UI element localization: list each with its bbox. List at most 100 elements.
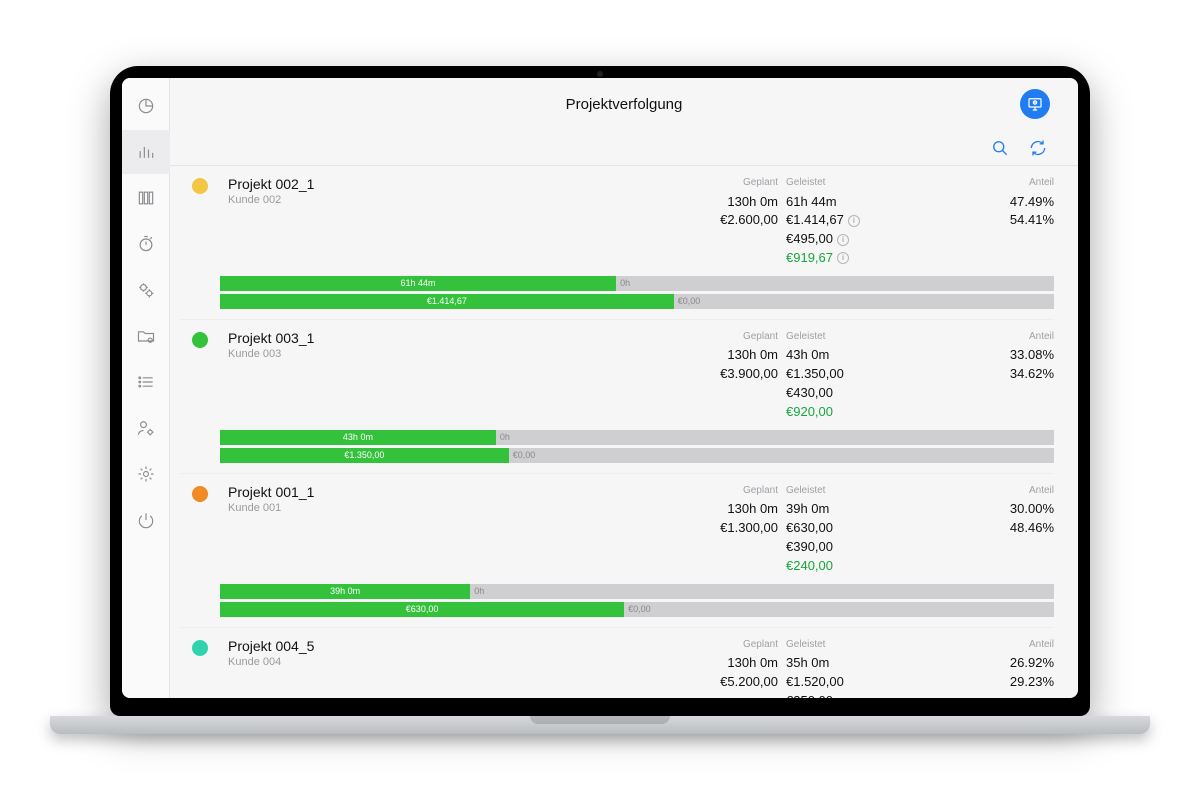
planned-amount: €3.900,00 [658,365,778,384]
pie-icon [136,96,156,116]
nav-overview[interactable] [122,84,170,128]
project-name: Projekt 001_1 [228,484,650,500]
done-label: Geleistet [786,330,946,345]
project-row: Projekt 002_1Kunde 002Geplant130h 0m€2.6… [180,176,1054,268]
share-col: Anteil 47.49%54.41% [954,176,1054,230]
planned-time: 130h 0m [658,193,778,212]
nav-timer[interactable] [122,222,170,266]
share-time: 26.92% [954,654,1054,673]
share-col: Anteil26.92%29.23% [954,638,1054,692]
planned-col: Geplant130h 0m€3.900,00 [658,330,778,384]
refresh-button[interactable] [1026,136,1050,160]
done-time: 43h 0m [786,346,946,365]
name-col: Projekt 002_1 Kunde 002 [228,176,650,206]
done-col: Geleistet61h 44m€1.414,67i€495,00i€919,6… [786,176,946,268]
nav-folders[interactable] [122,314,170,358]
nav-users[interactable] [122,406,170,450]
planned-col: Geplant130h 0m€1.300,00 [658,484,778,538]
laptop-base [50,716,1150,734]
project-name: Projekt 002_1 [228,176,650,192]
project-row: Projekt 001_1 Kunde 001 Geplant130h 0m€1.3… [180,484,1054,576]
progress-bar-time: 61h 44m0h [220,276,1054,291]
done-amount-line: €1.520,00 [786,673,946,692]
done-amount-line: €430,00 [786,384,946,403]
info-icon[interactable]: i [837,234,849,246]
nav-reports[interactable] [122,130,170,174]
name-col: Projekt 003_1 Kunde 003 [228,330,650,360]
progress-bars: 39h 0m0h€630,00€0,00 [180,576,1054,627]
share-label: Anteil [954,484,1054,499]
share-time: 47.49% [954,193,1054,212]
status-dot-col [180,638,220,656]
nav-archive[interactable] [122,176,170,220]
client-name: Kunde 001 [228,502,650,514]
name-col: Projekt 001_1 Kunde 001 [228,484,650,514]
progress-rest-label: 0h [496,430,510,445]
project-item[interactable]: Projekt 004_5Kunde 004 Geplant130h 0m€5.2… [180,628,1054,698]
nav-automation[interactable] [122,268,170,312]
progress-rest-label: €0,00 [509,448,536,463]
share-amount: 48.46% [954,519,1054,538]
info-icon[interactable]: i [837,252,849,264]
planned-label: Geplant [658,176,778,191]
bars-icon [136,142,156,162]
screen-bezel: Projektverfolgung [110,66,1090,716]
done-time: 35h 0m [786,654,946,673]
gear-icon [136,464,156,484]
progress-rest-label: 0h [470,584,484,599]
share-amount: 29.23% [954,673,1054,692]
app-screen: Projektverfolgung [122,78,1078,698]
share-col: Anteil33.08%34.62% [954,330,1054,384]
project-item[interactable]: Projekt 003_1 Kunde 003 Geplant130h 0m€3.9… [180,320,1054,474]
planned-label: Geplant [658,330,778,345]
nav-list[interactable] [122,360,170,404]
share-label: Anteil [954,638,1054,653]
done-label: Geleistet [786,484,946,499]
done-time: 61h 44m [786,193,946,212]
progress-bars: 43h 0m0h€1.350,00€0,00 [180,422,1054,473]
books-icon [136,188,156,208]
client-name: Kunde 004 [228,656,650,668]
progress-rest-label: €0,00 [674,294,701,309]
done-col: Geleistet43h 0m€1.350,00€430,00€920,00 [786,330,946,422]
client-name: Kunde 002 [228,194,650,206]
display-mode-button[interactable] [1020,89,1050,119]
search-button[interactable] [988,136,1012,160]
share-time: 33.08% [954,346,1054,365]
progress-fill: €1.350,00 [220,448,509,463]
share-amount: 54.41% [954,211,1054,230]
status-dot-col [180,330,220,348]
status-dot-col [180,176,220,194]
client-name: Kunde 003 [228,348,650,360]
planned-col: Geplant130h 0m€2.600,00 [658,176,778,230]
done-amount-line: €495,00i [786,230,946,249]
project-item[interactable]: Projekt 002_1Kunde 002Geplant130h 0m€2.6… [180,166,1054,320]
progress-fill: €1.414,67 [220,294,674,309]
done-amount-line: €240,00 [786,557,946,576]
nav-power[interactable] [122,498,170,542]
planned-time: 130h 0m [658,654,778,673]
done-amount-line: €920,00 [786,403,946,422]
progress-rest-label: €0,00 [624,602,651,617]
nav-settings[interactable] [122,452,170,496]
progress-fill: 39h 0m [220,584,470,599]
planned-amount: €5.200,00 [658,673,778,692]
foldergear-icon [136,326,156,346]
share-label: Anteil [954,176,1054,191]
list-icon [136,372,156,392]
project-name: Projekt 003_1 [228,330,650,346]
laptop-frame: Projektverfolgung [110,66,1090,734]
project-row: Projekt 004_5Kunde 004 Geplant130h 0m€5.2… [180,638,1054,698]
name-col: Projekt 004_5Kunde 004 [228,638,650,668]
done-time: 39h 0m [786,500,946,519]
done-amount-line: €1.350,00 [786,365,946,384]
planned-time: 130h 0m [658,500,778,519]
main-panel: Projektverfolgung [170,78,1078,698]
project-item[interactable]: Projekt 001_1 Kunde 001 Geplant130h 0m€1.3… [180,474,1054,628]
info-icon[interactable]: i [848,215,860,227]
progress-bar-amount: €1.350,00€0,00 [220,448,1054,463]
planned-label: Geplant [658,638,778,653]
done-label: Geleistet [786,638,946,653]
done-amount-line: €390,00 [786,538,946,557]
done-amount-line: €919,67i [786,249,946,268]
